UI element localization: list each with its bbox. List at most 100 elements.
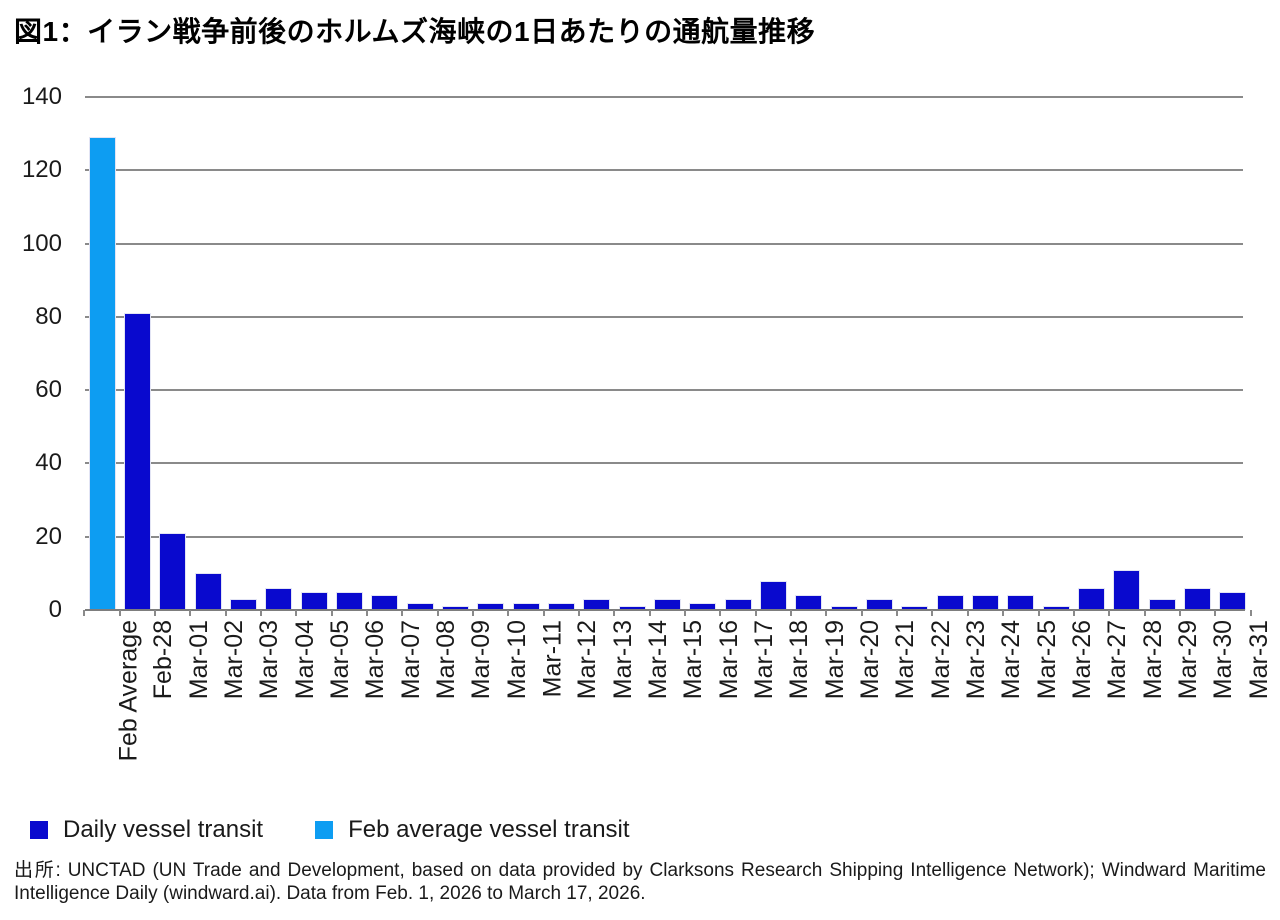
x-axis-tick — [507, 610, 510, 616]
bar — [689, 602, 717, 610]
y-tick-label: 100 — [21, 229, 62, 257]
x-axis-tick — [83, 610, 86, 616]
x-axis-tick — [366, 610, 369, 616]
x-axis-tick — [896, 610, 899, 616]
x-axis-tick — [719, 610, 722, 616]
x-tick-label: Mar-13 — [608, 620, 637, 700]
legend-item: Daily vessel transit — [30, 816, 263, 844]
bar — [1219, 591, 1247, 610]
x-tick-label: Mar-29 — [1174, 620, 1203, 700]
y-tick-label: 120 — [21, 156, 62, 184]
x-axis-tick — [578, 610, 581, 616]
gridline — [85, 462, 1243, 465]
y-tick-label: 80 — [35, 302, 62, 330]
bar — [194, 573, 222, 610]
x-tick-label: Mar-03 — [255, 620, 284, 700]
legend-swatch-icon — [30, 821, 48, 839]
bar — [653, 599, 681, 610]
x-axis-tick — [1037, 610, 1040, 616]
x-tick-label: Mar-09 — [467, 620, 496, 700]
x-axis-tick — [260, 610, 263, 616]
x-axis-tick — [118, 610, 121, 616]
bar — [759, 580, 787, 610]
x-tick-label: Mar-20 — [856, 620, 885, 700]
bar — [159, 533, 187, 610]
bar — [441, 606, 469, 610]
gridline — [85, 315, 1243, 318]
legend-label: Daily vessel transit — [63, 816, 264, 843]
bar — [300, 591, 328, 610]
x-tick-label: Mar-23 — [962, 620, 991, 700]
legend: Daily vessel transit Feb average vessel t… — [30, 816, 630, 844]
x-tick-label: Mar-14 — [644, 620, 673, 700]
x-axis-tick — [684, 610, 687, 616]
bar — [406, 602, 434, 610]
x-tick-label: Mar-18 — [785, 620, 814, 700]
bar — [583, 599, 611, 610]
x-axis-tick — [1108, 610, 1111, 616]
x-axis-line — [85, 609, 1245, 611]
x-tick-label: Mar-01 — [184, 620, 213, 700]
bar — [512, 602, 540, 610]
x-axis-tick — [860, 610, 863, 616]
x-tick-label: Mar-04 — [290, 620, 319, 700]
x-axis-tick — [1143, 610, 1146, 616]
x-axis-tick — [825, 610, 828, 616]
bar — [1042, 606, 1070, 610]
figure-title: 図1：イラン戦争前後のホルムズ海峡の1日あたりの通航量推移 — [14, 16, 816, 47]
x-tick-label: Mar-22 — [926, 620, 955, 700]
x-tick-label: Mar-11 — [538, 620, 567, 698]
x-tick-label: Mar-25 — [1032, 620, 1061, 700]
x-tick-label: Feb-28 — [149, 620, 178, 700]
x-tick-label: Mar-15 — [679, 620, 708, 700]
y-tick-label: 0 — [48, 596, 62, 623]
x-axis-tick — [1249, 610, 1252, 616]
x-axis-tick — [613, 610, 616, 616]
gridline — [85, 389, 1243, 392]
bar — [265, 588, 293, 610]
x-tick-label: Mar-26 — [1068, 620, 1097, 700]
x-tick-label: Mar-12 — [573, 620, 602, 700]
bar — [865, 599, 893, 610]
bar — [477, 602, 505, 610]
bar — [1113, 569, 1141, 610]
x-axis-tick — [754, 610, 757, 616]
bar — [123, 313, 151, 610]
x-axis-tick — [1072, 610, 1075, 616]
y-tick-label: 60 — [35, 376, 62, 404]
x-tick-label: Mar-27 — [1103, 620, 1132, 700]
bar — [1184, 588, 1212, 610]
x-tick-label: Mar-10 — [502, 620, 531, 700]
x-axis-tick — [966, 610, 969, 616]
x-tick-label: Mar-19 — [820, 620, 849, 700]
x-tick-label: Mar-16 — [714, 620, 743, 700]
x-axis-tick — [1002, 610, 1005, 616]
x-tick-label: Mar-06 — [361, 620, 390, 700]
bar — [795, 595, 823, 610]
x-tick-label: Mar-24 — [997, 620, 1026, 700]
x-tick-label: Feb Average — [114, 620, 142, 762]
y-tick-label: 20 — [35, 522, 62, 550]
x-axis-tick — [472, 610, 475, 616]
bar — [618, 606, 646, 610]
bar — [830, 606, 858, 610]
x-tick-label: Mar-28 — [1138, 620, 1167, 700]
bar — [547, 602, 575, 610]
x-tick-label: Mar-08 — [432, 620, 461, 700]
y-tick-label: 140 — [21, 83, 62, 110]
y-tick-label: 40 — [35, 449, 62, 477]
x-axis-tick — [189, 610, 192, 616]
x-axis-tick — [295, 610, 298, 616]
legend-item: Feb average vessel transit — [315, 816, 630, 844]
x-tick-label: Mar-17 — [750, 620, 779, 700]
bar — [901, 606, 929, 610]
bar — [1148, 599, 1176, 610]
x-axis-tick — [1214, 610, 1217, 616]
bar — [335, 591, 363, 610]
gridline — [85, 535, 1243, 538]
x-axis-tick — [401, 610, 404, 616]
bar — [972, 595, 999, 610]
x-axis-tick — [330, 610, 333, 616]
gridline — [85, 242, 1243, 245]
